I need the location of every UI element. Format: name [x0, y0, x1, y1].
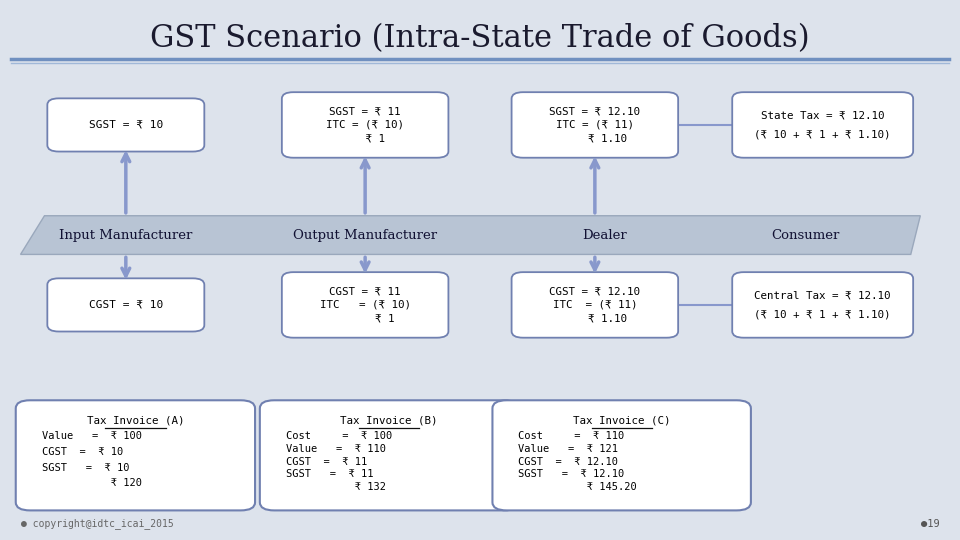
Text: CGST = ₹ 12.10: CGST = ₹ 12.10	[549, 286, 640, 296]
FancyBboxPatch shape	[47, 278, 204, 332]
Text: ₹ 132: ₹ 132	[286, 482, 386, 492]
Text: SGST   =  ₹ 11: SGST = ₹ 11	[286, 469, 373, 480]
Text: Tax Invoice (B): Tax Invoice (B)	[340, 415, 438, 425]
Text: SGST = ₹ 11: SGST = ₹ 11	[329, 106, 401, 116]
Text: Tax Invoice (C): Tax Invoice (C)	[573, 415, 670, 425]
Text: CGST = ₹ 10: CGST = ₹ 10	[88, 300, 163, 310]
Text: ITC   = (₹ 10): ITC = (₹ 10)	[320, 300, 411, 310]
Text: ₹ 1: ₹ 1	[336, 314, 395, 323]
Text: Dealer: Dealer	[582, 228, 627, 241]
Text: ITC  = (₹ 11): ITC = (₹ 11)	[553, 300, 637, 310]
Text: CGST  =  ₹ 10: CGST = ₹ 10	[41, 447, 123, 457]
FancyBboxPatch shape	[282, 272, 448, 338]
Text: Input Manufacturer: Input Manufacturer	[60, 228, 193, 241]
Text: CGST  =  ₹ 12.10: CGST = ₹ 12.10	[518, 457, 618, 467]
Text: Value   =  ₹ 110: Value = ₹ 110	[286, 444, 386, 454]
Text: ITC = (₹ 10): ITC = (₹ 10)	[326, 120, 404, 130]
Text: Cost     =  ₹ 110: Cost = ₹ 110	[518, 431, 625, 441]
FancyBboxPatch shape	[732, 272, 913, 338]
Text: ₹ 1.10: ₹ 1.10	[563, 314, 628, 323]
FancyBboxPatch shape	[732, 92, 913, 158]
Text: Consumer: Consumer	[771, 228, 840, 241]
Text: Output Manufacturer: Output Manufacturer	[293, 228, 437, 241]
FancyBboxPatch shape	[15, 400, 255, 510]
Text: ●19: ●19	[921, 519, 940, 529]
Text: ₹ 1.10: ₹ 1.10	[563, 133, 628, 144]
Text: Tax Invoice (A): Tax Invoice (A)	[86, 415, 184, 425]
Text: (₹ 10 + ₹ 1 + ₹ 1.10): (₹ 10 + ₹ 1 + ₹ 1.10)	[755, 130, 891, 140]
Polygon shape	[20, 216, 921, 254]
FancyBboxPatch shape	[260, 400, 518, 510]
Text: CGST = ₹ 11: CGST = ₹ 11	[329, 286, 401, 296]
Text: (₹ 10 + ₹ 1 + ₹ 1.10): (₹ 10 + ₹ 1 + ₹ 1.10)	[755, 309, 891, 320]
Text: SGST   =  ₹ 12.10: SGST = ₹ 12.10	[518, 469, 625, 480]
FancyBboxPatch shape	[47, 98, 204, 152]
Text: SGST = ₹ 12.10: SGST = ₹ 12.10	[549, 106, 640, 116]
Text: ● copyright@idtc_icai_2015: ● copyright@idtc_icai_2015	[20, 518, 174, 529]
Text: CGST  =  ₹ 11: CGST = ₹ 11	[286, 457, 367, 467]
Text: State Tax = ₹ 12.10: State Tax = ₹ 12.10	[761, 110, 884, 120]
Text: GST Scenario (Intra-State Trade of Goods): GST Scenario (Intra-State Trade of Goods…	[150, 23, 810, 54]
Text: Value   =  ₹ 100: Value = ₹ 100	[41, 431, 141, 441]
FancyBboxPatch shape	[492, 400, 751, 510]
Text: ₹ 145.20: ₹ 145.20	[518, 482, 637, 492]
Text: Value   =  ₹ 121: Value = ₹ 121	[518, 444, 618, 454]
FancyBboxPatch shape	[512, 272, 678, 338]
FancyBboxPatch shape	[512, 92, 678, 158]
Text: ₹ 1: ₹ 1	[346, 133, 385, 144]
FancyBboxPatch shape	[282, 92, 448, 158]
Text: SGST = ₹ 10: SGST = ₹ 10	[88, 120, 163, 130]
Text: SGST   =  ₹ 10: SGST = ₹ 10	[41, 462, 129, 472]
Text: Cost     =  ₹ 100: Cost = ₹ 100	[286, 431, 392, 441]
Text: Central Tax = ₹ 12.10: Central Tax = ₹ 12.10	[755, 291, 891, 300]
Text: ITC = (₹ 11): ITC = (₹ 11)	[556, 120, 634, 130]
Text: ₹ 120: ₹ 120	[41, 478, 141, 488]
